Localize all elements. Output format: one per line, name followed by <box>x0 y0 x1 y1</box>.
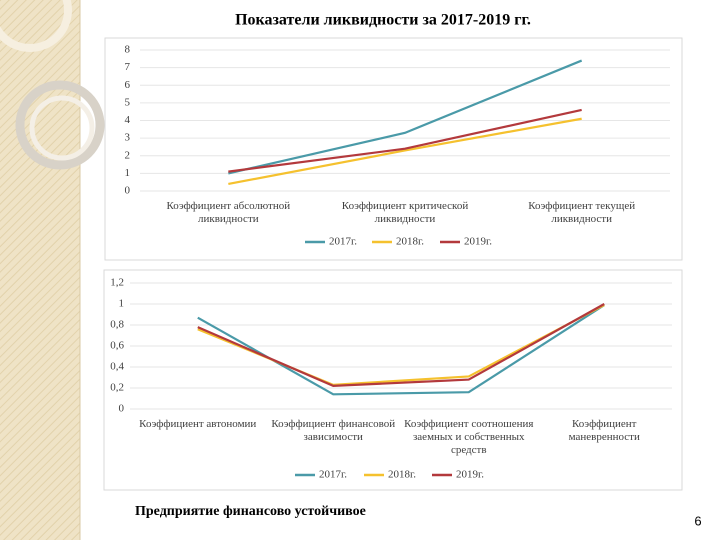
y-tick-label: 1,2 <box>110 277 124 289</box>
legend-label: 2018г. <box>396 236 424 248</box>
chart-frame <box>104 37 683 261</box>
legend-label: 2017г. <box>319 469 347 481</box>
y-tick-label: 3 <box>125 132 131 144</box>
legend-label: 2019г. <box>456 469 484 481</box>
decor-circle <box>15 80 105 170</box>
slide-title: Показатели ликвидности за 2017-2019 гг. <box>235 12 531 29</box>
y-tick-label: 5 <box>125 96 131 108</box>
decor-circle <box>0 0 72 52</box>
y-tick-label: 0,6 <box>110 340 124 352</box>
legend-label: 2018г. <box>388 469 416 481</box>
y-tick-label: 6 <box>125 79 131 91</box>
series-line <box>228 108 582 173</box>
x-tick-label: Коэффициент соотношения заемных и собств… <box>404 418 534 456</box>
legend-label: 2019г. <box>464 236 492 248</box>
x-tick-label: Коэффициент абсолютной ликвидности <box>166 200 291 225</box>
y-tick-label: 1 <box>125 167 131 179</box>
y-tick-label: 2 <box>125 149 131 161</box>
x-tick-label: Коэффициент автономии <box>139 418 257 430</box>
series-line <box>197 303 605 388</box>
y-tick-label: 8 <box>125 44 131 56</box>
x-tick-label: Коэффициент маневренности <box>568 418 640 443</box>
x-tick-label: Коэффициент текущей ликвидности <box>528 200 636 225</box>
y-tick-label: 0 <box>125 185 131 197</box>
y-tick-label: 7 <box>125 61 131 73</box>
y-tick-label: 0 <box>119 403 125 415</box>
conclusion: Предприятие финансово устойчивое <box>135 504 366 519</box>
x-tick-label: Коэффициент критической ликвидности <box>341 200 469 225</box>
series-line <box>228 59 583 175</box>
series-line <box>228 117 582 186</box>
y-tick-label: 0,8 <box>110 319 124 331</box>
y-tick-label: 4 <box>125 114 131 126</box>
x-tick-label: Коэффициент финансовой зависимости <box>271 418 396 443</box>
y-tick-label: 1 <box>119 298 125 310</box>
y-tick-label: 0,2 <box>110 382 124 394</box>
page-number: 6 <box>694 513 701 528</box>
y-tick-label: 0,4 <box>110 361 124 373</box>
decor-circle <box>29 95 95 161</box>
chart-frame <box>103 269 683 491</box>
legend-label: 2017г. <box>329 236 357 248</box>
decor-strip <box>0 0 80 540</box>
